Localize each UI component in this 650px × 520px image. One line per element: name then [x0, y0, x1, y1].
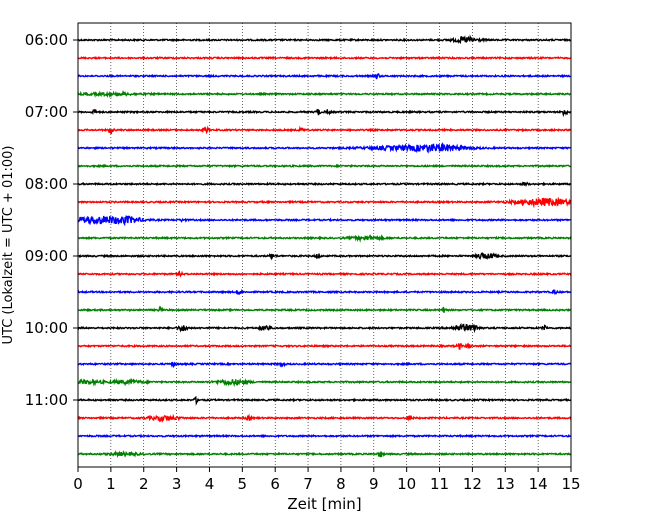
trace-0700: [77, 108, 572, 118]
x-tick-label: 4: [205, 475, 215, 493]
trace-rows: [77, 34, 572, 459]
x-tick-label: 9: [369, 475, 379, 493]
trace-1145: [77, 450, 572, 459]
plot-frame: [77, 22, 572, 468]
x-axis-label: Zeit [min]: [287, 495, 361, 513]
x-tick-label: 8: [336, 475, 346, 493]
x-tick-label: 14: [529, 475, 548, 493]
y-axis-label: UTC (Lokalzeit = UTC + 01:00): [1, 146, 16, 345]
x-tick-label: 6: [270, 475, 280, 493]
trace-0715: [77, 125, 572, 135]
trace-1130: [77, 433, 572, 439]
y-tick-label: 09:00: [25, 247, 68, 265]
trace-0900: [77, 252, 572, 261]
trace-0930: [77, 288, 572, 296]
y-axis: 06:00 07:00 08:00 09:00 10:00 11:00: [25, 31, 78, 409]
y-tick-label: 06:00: [25, 31, 68, 49]
y-tick-label: 07:00: [25, 103, 68, 121]
trace-0915: [77, 270, 572, 278]
trace-1015: [77, 342, 572, 350]
y-tick-label: 10:00: [25, 319, 68, 337]
trace-1100: [77, 395, 572, 406]
x-tick-label: 7: [303, 475, 313, 493]
trace-0630: [77, 72, 572, 80]
trace-0800: [77, 181, 572, 188]
x-axis: 0 1 2 3 4 5 6 7 8 9 10 11 12 13 14 15: [73, 467, 581, 493]
x-tick-label: 15: [561, 475, 580, 493]
x-tick-label: 11: [430, 475, 449, 493]
trace-0845: [77, 233, 572, 243]
y-tick-label: 11:00: [25, 391, 68, 409]
x-tick-label: 0: [73, 475, 83, 493]
x-tick-label: 5: [238, 475, 248, 493]
x-tick-label: 10: [397, 475, 416, 493]
trace-0745: [77, 163, 572, 169]
trace-1045: [77, 377, 572, 388]
x-tick-label: 12: [463, 475, 482, 493]
y-tick-label: 08:00: [25, 175, 68, 193]
trace-1030: [77, 361, 572, 369]
trace-1000: [77, 323, 572, 334]
x-tick-label: 2: [139, 475, 149, 493]
trace-0730: [77, 141, 572, 154]
trace-0815: [77, 196, 572, 209]
trace-0945: [77, 305, 572, 313]
trace-0615: [77, 55, 572, 61]
x-tick-label: 1: [106, 475, 116, 493]
trace-0600: [77, 34, 572, 45]
trace-1115: [77, 413, 572, 423]
x-tick-label: 3: [172, 475, 182, 493]
trace-0645: [77, 89, 572, 99]
x-tick-label: 13: [496, 475, 515, 493]
trace-0830: [77, 215, 572, 227]
grid-lines: [110, 23, 539, 467]
